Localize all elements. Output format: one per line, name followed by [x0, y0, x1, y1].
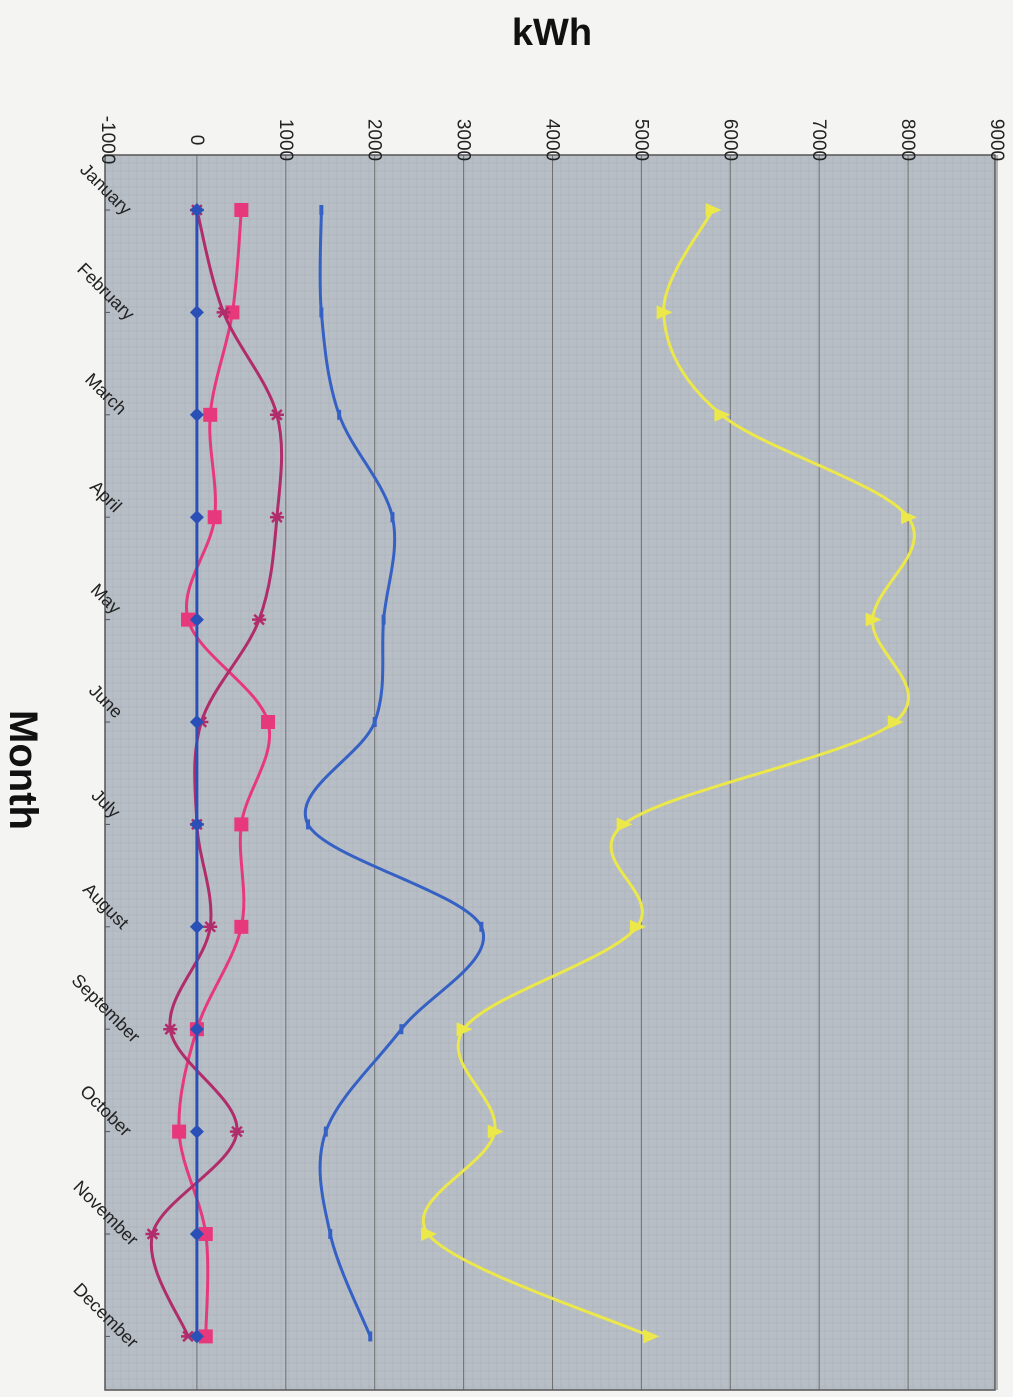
data-point [643, 1329, 660, 1344]
data-point [234, 817, 249, 832]
data-point [189, 612, 204, 627]
data-point [189, 919, 204, 934]
data-point [269, 409, 284, 421]
data-point [901, 510, 918, 525]
plot-area [105, 155, 995, 1390]
y-tick-label: 7000 [808, 119, 829, 161]
data-point [234, 203, 249, 217]
data-point [381, 614, 386, 625]
y-tick-label: 2000 [364, 119, 385, 161]
y-axis-title: kWh [512, 12, 592, 54]
data-point [421, 1227, 438, 1241]
data-point [479, 921, 484, 932]
data-point [189, 407, 204, 422]
y-tick-label: 5000 [630, 119, 651, 161]
data-point [234, 919, 249, 934]
data-point [337, 409, 342, 420]
data-point [456, 1022, 473, 1037]
data-point [656, 305, 673, 320]
y-tick-label: 4000 [542, 119, 563, 161]
data-point [252, 613, 267, 626]
y-tick-label: 9000 [986, 119, 1007, 161]
data-point [390, 512, 395, 523]
series-layer [145, 203, 918, 1344]
data-point [203, 921, 218, 933]
data-point [399, 1024, 404, 1035]
data-point [319, 205, 324, 215]
data-point [189, 817, 204, 832]
data-point [328, 1229, 333, 1239]
x-axis-title: Month [1, 710, 45, 830]
data-point [229, 1125, 244, 1138]
data-point [216, 306, 231, 319]
data-point [865, 612, 882, 627]
plot-border [104, 154, 996, 1391]
data-point [629, 919, 646, 934]
y-tick-label: 3000 [453, 119, 474, 161]
data-point [189, 510, 204, 525]
data-point [189, 1022, 204, 1037]
data-point [705, 203, 722, 217]
minor-gridlines [105, 155, 995, 1390]
data-point [189, 305, 204, 320]
data-point [145, 1228, 160, 1240]
series-line [421, 209, 916, 1338]
data-point [172, 1124, 187, 1139]
data-point [198, 1227, 213, 1241]
data-point [189, 1329, 204, 1344]
series-line [177, 209, 272, 1337]
y-tick-label: 8000 [897, 119, 918, 161]
data-point [189, 203, 204, 217]
data-point [319, 307, 324, 318]
y-tick-label: 0 [186, 135, 207, 146]
y-tick-label: -1000 [97, 116, 118, 165]
data-point [225, 305, 240, 320]
y-tick-label: 6000 [719, 119, 740, 161]
data-point [163, 1023, 178, 1035]
data-point [306, 819, 311, 830]
data-point [487, 1124, 504, 1139]
series-line [149, 209, 284, 1337]
data-point [261, 715, 276, 729]
series-1 [421, 203, 918, 1344]
data-point [189, 1124, 204, 1139]
data-point [323, 1126, 328, 1137]
data-point [207, 510, 222, 525]
data-point [368, 1331, 373, 1342]
series-5 [189, 203, 204, 1344]
series-2 [303, 205, 486, 1342]
data-point [181, 612, 196, 627]
data-point [189, 715, 204, 729]
data-point [887, 715, 904, 729]
data-point [203, 407, 218, 422]
data-point [616, 817, 633, 832]
y-tick-label: 1000 [275, 119, 296, 161]
data-point [198, 1329, 213, 1344]
data-point [372, 717, 377, 727]
data-point [714, 407, 731, 422]
y-tick-labels: -1000 0 1000 2000 3000 4000 5000 6000 7000 8000 90… [97, 116, 1007, 165]
data-point [189, 1227, 204, 1241]
data-point [269, 511, 284, 523]
